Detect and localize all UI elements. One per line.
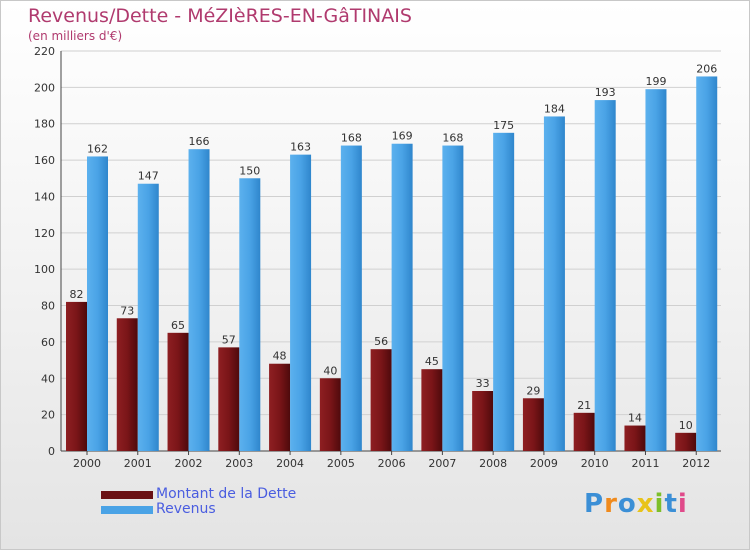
bar-dette	[218, 347, 240, 451]
data-label: 168	[442, 132, 463, 145]
bar-dette	[472, 391, 494, 451]
x-tick-label: 2007	[428, 457, 456, 470]
bar-revenus	[290, 154, 312, 452]
data-label: 14	[628, 412, 642, 425]
y-tick-label: 20	[41, 409, 55, 422]
data-label: 184	[544, 102, 565, 115]
bar-revenus	[543, 116, 565, 452]
data-label: 73	[120, 304, 134, 317]
x-tick-label: 2001	[124, 457, 152, 470]
bar-dette	[116, 318, 138, 451]
data-label: 163	[290, 141, 311, 154]
y-tick-label: 80	[41, 300, 55, 313]
data-label: 150	[239, 164, 260, 177]
y-tick-label: 220	[34, 45, 55, 58]
chart-subtitle: (en milliers d'€)	[28, 29, 123, 43]
y-tick-label: 140	[34, 190, 55, 203]
data-label: 169	[392, 130, 413, 143]
data-label: 175	[493, 119, 514, 132]
x-tick-label: 2002	[175, 457, 203, 470]
data-label: 166	[189, 135, 210, 148]
data-label: 21	[577, 399, 591, 412]
x-tick-label: 2009	[530, 457, 558, 470]
y-tick-label: 40	[41, 372, 55, 385]
x-tick-label: 2010	[581, 457, 609, 470]
legend-label-revenus: Revenus	[156, 501, 216, 517]
logo-letter: o	[617, 489, 637, 519]
y-tick-label: 0	[48, 445, 55, 458]
x-tick-label: 2008	[479, 457, 507, 470]
bar-dette	[370, 349, 392, 451]
bar-dette	[269, 363, 291, 451]
legend-swatch-revenus	[101, 506, 153, 514]
logo-letter: i	[677, 489, 688, 519]
bar-dette	[66, 301, 87, 451]
logo-letter: x	[636, 489, 655, 519]
data-label: 206	[696, 62, 717, 75]
logo-letter: P	[584, 489, 605, 519]
bar-revenus	[137, 183, 159, 451]
data-label: 193	[595, 86, 616, 99]
y-tick-label: 100	[34, 263, 55, 276]
bar-revenus	[645, 89, 667, 451]
x-tick-label: 2003	[225, 457, 253, 470]
bar-dette	[167, 332, 189, 451]
bar-dette	[522, 398, 544, 451]
bar-dette	[624, 425, 646, 451]
logo-letter: t	[664, 489, 678, 519]
data-label: 147	[138, 170, 159, 183]
y-tick-label: 200	[34, 81, 55, 94]
bar-dette	[421, 369, 443, 451]
bar-dette	[573, 412, 595, 451]
legend-swatch-dette	[101, 491, 153, 499]
data-label: 48	[273, 350, 287, 363]
data-label: 199	[645, 75, 666, 88]
data-label: 45	[425, 355, 439, 368]
bar-revenus	[594, 100, 616, 451]
data-label: 29	[526, 384, 540, 397]
legend-label-dette: Montant de la Dette	[156, 486, 297, 502]
logo-letter: r	[604, 489, 618, 519]
logo-letter: i	[654, 489, 665, 519]
x-tick-label: 2005	[327, 457, 355, 470]
x-tick-label: 2004	[276, 457, 304, 470]
x-tick-label: 2006	[378, 457, 406, 470]
y-tick-label: 180	[34, 118, 55, 131]
x-tick-label: 2012	[682, 457, 710, 470]
bar-revenus	[87, 156, 108, 452]
proxiti-logo: Proxiti	[584, 489, 688, 519]
data-label: 162	[87, 142, 108, 155]
bar-revenus	[493, 132, 515, 451]
bar-revenus	[188, 149, 210, 451]
bar-revenus	[239, 178, 261, 452]
data-label: 40	[323, 364, 337, 377]
y-tick-label: 120	[34, 227, 55, 240]
data-label: 33	[476, 377, 490, 390]
x-tick-label: 2000	[73, 457, 101, 470]
chart-title: Revenus/Dette - MéZIèRES-EN-GâTINAIS	[28, 5, 412, 27]
x-tick-label: 2011	[631, 457, 659, 470]
y-tick-label: 160	[34, 154, 55, 167]
y-tick-label: 60	[41, 336, 55, 349]
data-label: 10	[679, 419, 693, 432]
bar-dette	[675, 432, 697, 451]
data-label: 65	[171, 319, 185, 332]
bar-revenus	[391, 143, 413, 451]
bar-revenus	[442, 145, 464, 451]
data-label: 168	[341, 132, 362, 145]
data-label: 57	[222, 333, 236, 346]
bar-dette	[319, 378, 341, 451]
data-label: 82	[70, 288, 84, 301]
bar-revenus	[340, 145, 362, 451]
data-label: 56	[374, 335, 388, 348]
bar-revenus	[696, 76, 718, 452]
